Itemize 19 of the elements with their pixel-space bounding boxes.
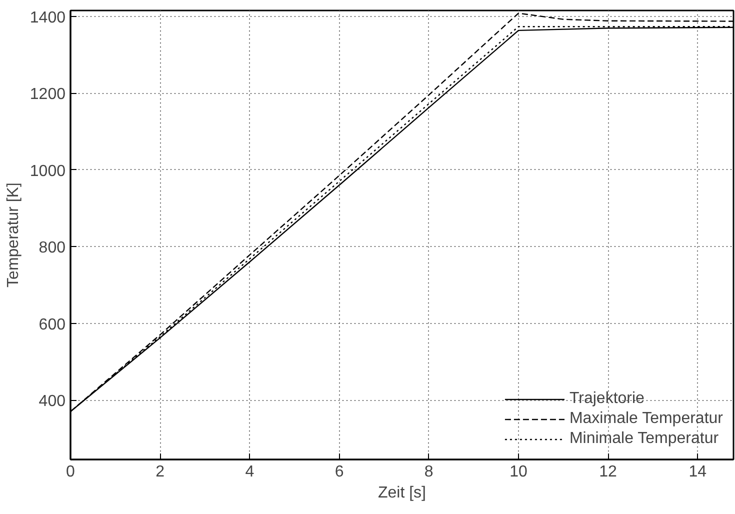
x-tick-label: 4 [245,464,254,480]
y-tick-label: 1000 [30,162,66,180]
y-tick-label: 400 [38,393,66,410]
x-tick-label: 2 [156,464,165,480]
x-tick-label: 0 [66,464,76,480]
y-axis-title: Temperatur [K] [4,182,22,288]
x-tick-label: 6 [334,464,344,480]
x-tick-label: 14 [688,464,707,480]
y-tick-label: 600 [38,316,66,334]
x-axis-title: Zeit [s] [378,484,426,502]
legend-label: Trajektorie [569,390,644,408]
x-tick-label: 12 [599,464,618,480]
legend-label: Minimale Temperatur [569,430,719,448]
x-tick-label: 8 [424,464,434,480]
x-tick-label: 10 [510,464,528,480]
y-tick-label: 800 [38,240,66,257]
y-tick-label: 1200 [30,86,66,104]
y-tick-label: 1400 [30,9,66,26]
legend-label: Maximale Temperatur [569,410,723,428]
